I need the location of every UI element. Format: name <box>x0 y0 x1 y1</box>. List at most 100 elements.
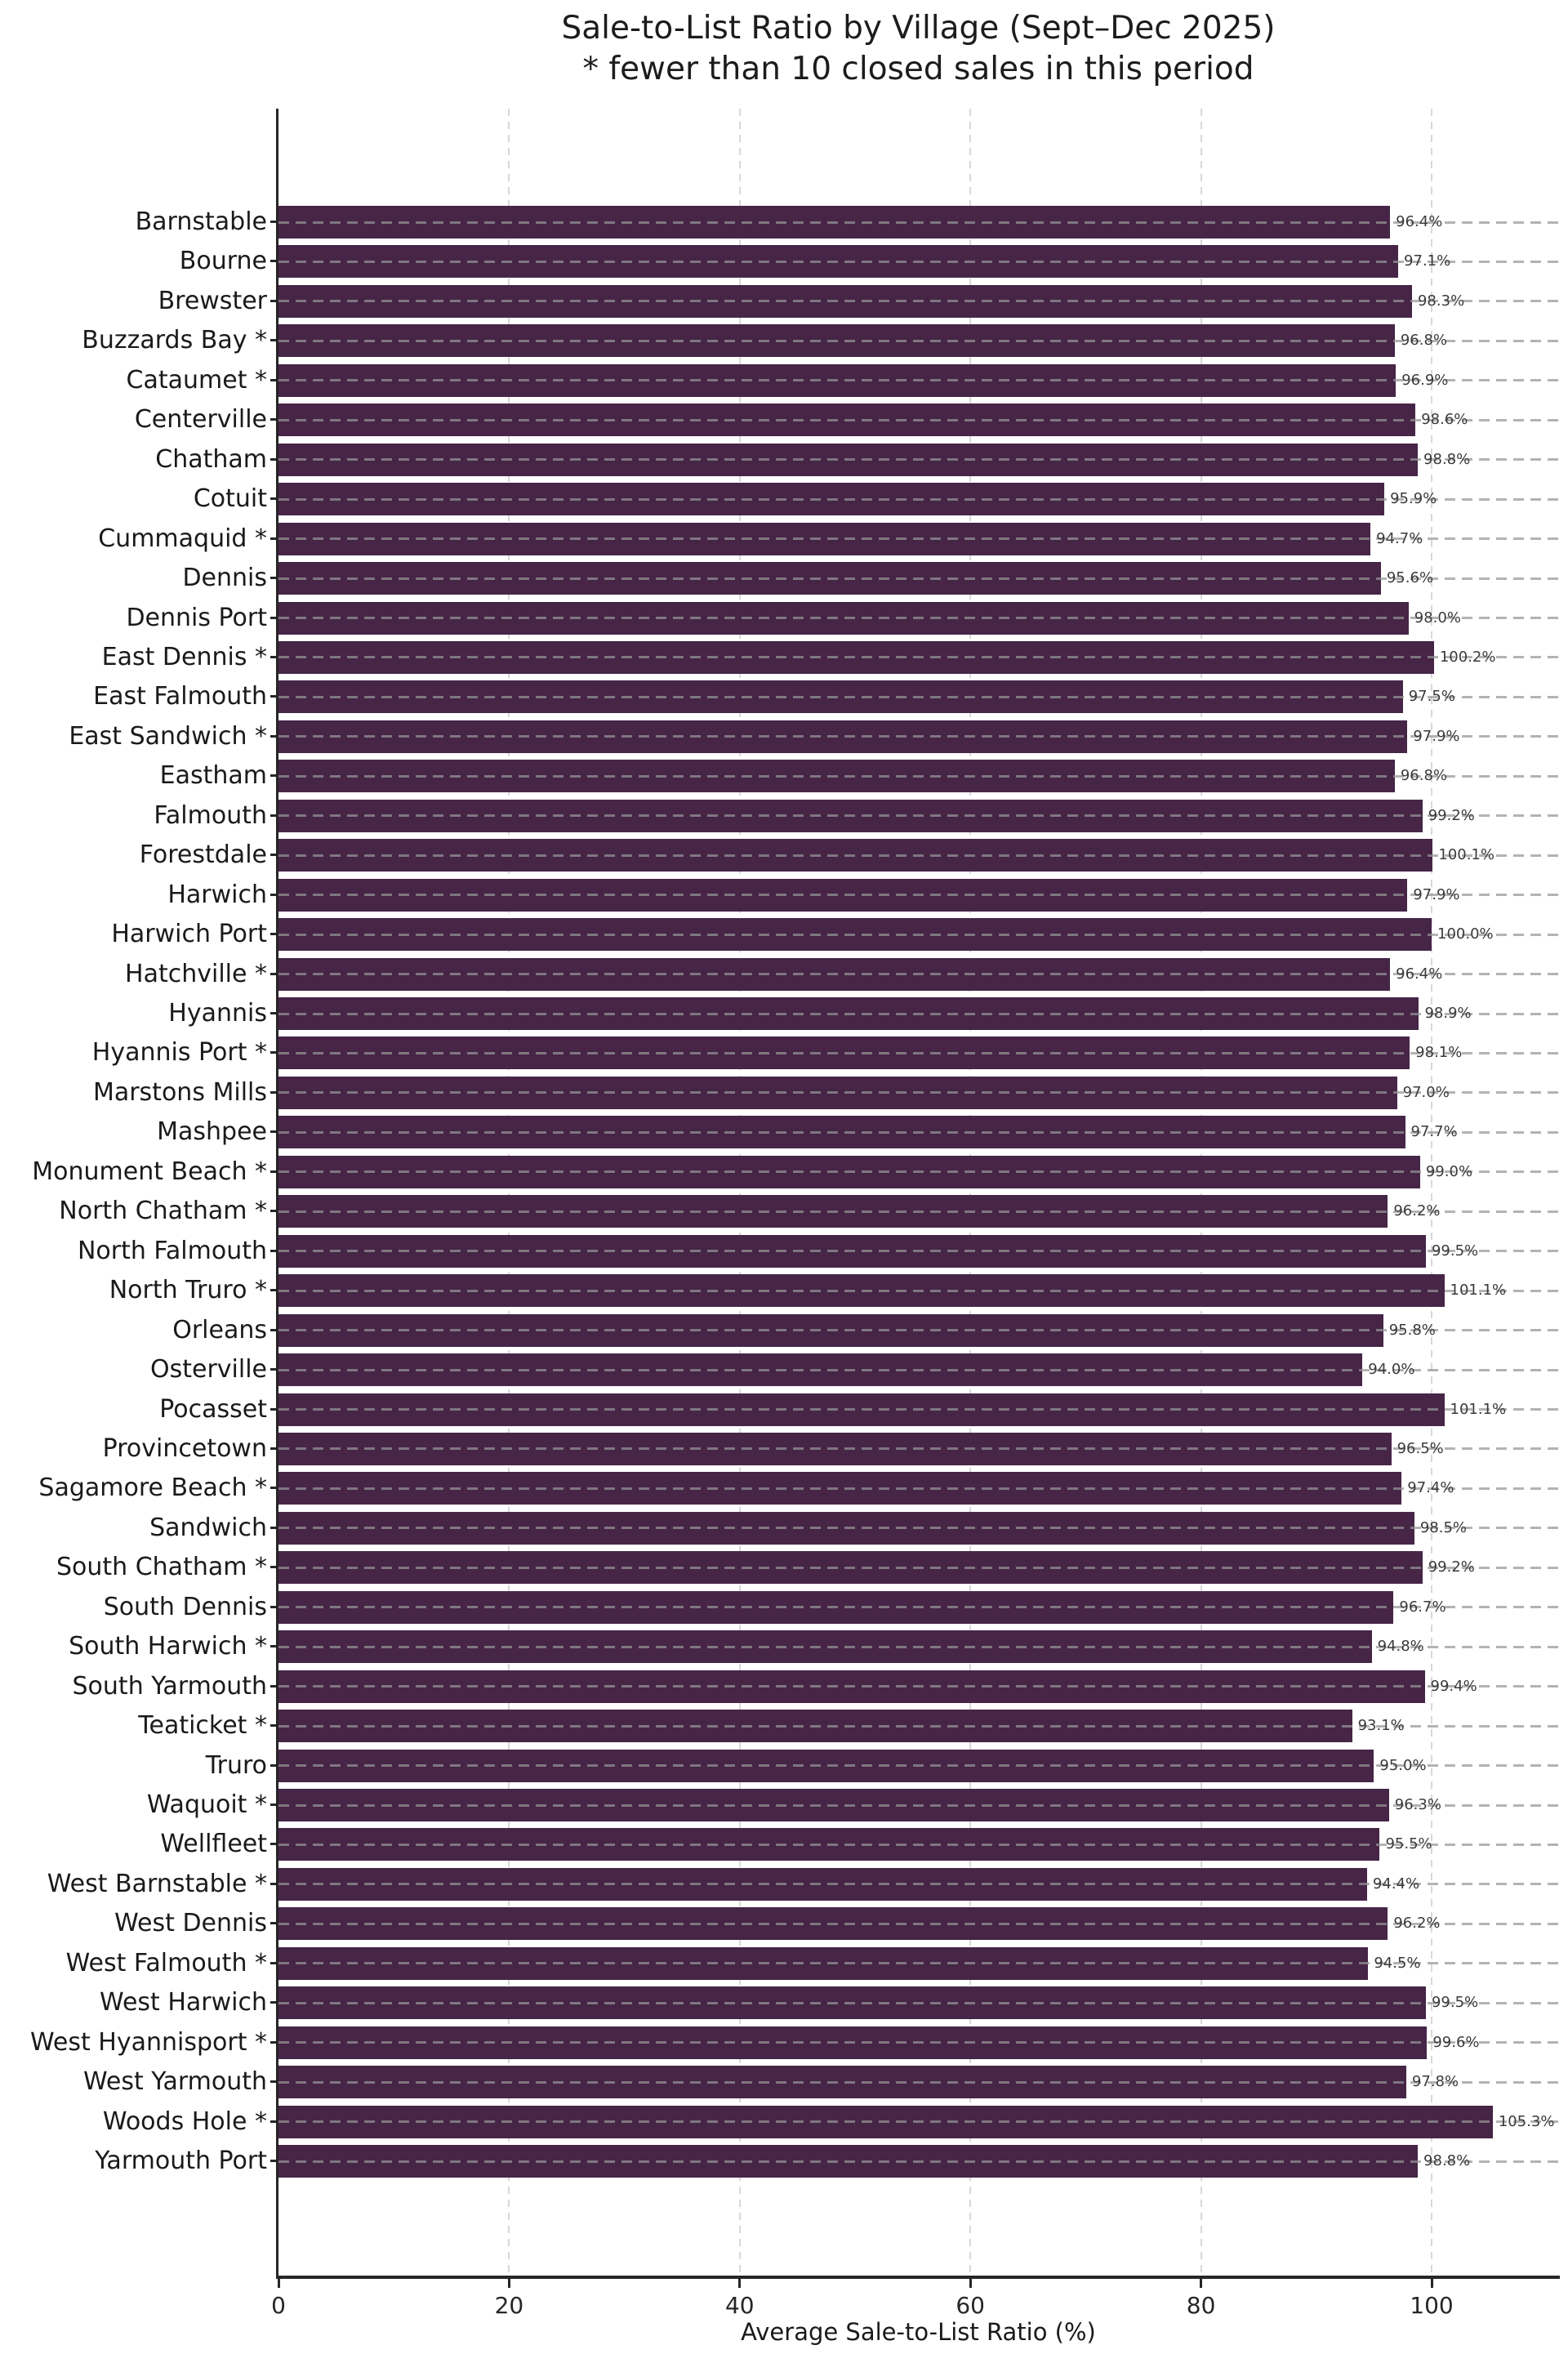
y-tick-mark <box>270 577 278 580</box>
y-tick-mark <box>270 1684 278 1688</box>
y-tick-label: Mashpee <box>157 1117 267 1147</box>
bar-value-label: 95.0% <box>1379 1756 1427 1774</box>
row-gridline <box>278 1764 1558 1768</box>
bar-value-label: 95.6% <box>1386 569 1434 587</box>
bar-value-label: 101.1% <box>1450 1400 1507 1418</box>
y-tick-mark <box>270 2040 278 2044</box>
chart-title-line2: * fewer than 10 closed sales in this per… <box>582 51 1254 87</box>
bar-value-label: 96.8% <box>1400 332 1447 350</box>
y-tick-mark <box>270 537 278 540</box>
x-tick-label: 0 <box>271 2292 286 2319</box>
row-gridline <box>278 221 1558 224</box>
row-gridline <box>278 1566 1558 1569</box>
y-tick-label: Cotuit <box>193 484 267 514</box>
y-tick-label: North Falmouth <box>77 1236 267 1265</box>
y-tick-label: Woods Hole * <box>102 2107 267 2136</box>
y-tick-label: South Harwich * <box>69 1632 267 1661</box>
y-tick-label: East Falmouth <box>93 682 267 711</box>
y-tick-label: South Dennis <box>103 1592 267 1621</box>
y-tick-mark <box>270 2120 278 2123</box>
x-axis-label: Average Sale-to-List Ratio (%) <box>741 2318 1096 2346</box>
bar-value-label: 94.7% <box>1376 529 1423 547</box>
bar-value-label: 96.2% <box>1393 1915 1441 1933</box>
y-tick-label: Buzzards Bay * <box>82 326 267 355</box>
y-tick-label: Harwich <box>167 880 267 909</box>
y-tick-label: Pocasset <box>159 1394 267 1424</box>
y-tick-mark <box>270 1368 278 1371</box>
y-tick-label: West Yarmouth <box>82 2067 267 2097</box>
row-gridline <box>278 1051 1558 1054</box>
y-tick-mark <box>270 2001 278 2004</box>
y-tick-label: West Dennis <box>114 1909 267 1938</box>
bar-value-label: 94.8% <box>1377 1638 1424 1656</box>
y-tick-label: Yarmouth Port <box>95 2147 267 2176</box>
row-gridline <box>278 2120 1558 2124</box>
vertical-gridline <box>1431 109 1432 2279</box>
bar-value-label: 100.1% <box>1438 846 1495 864</box>
bar-value-label: 98.5% <box>1419 1518 1467 1536</box>
y-tick-mark <box>270 854 278 857</box>
x-tick-label: 80 <box>1186 2292 1216 2319</box>
y-tick-mark <box>270 378 278 381</box>
row-gridline <box>278 379 1558 382</box>
bar-value-label: 99.2% <box>1428 806 1475 824</box>
bar-value-label: 94.0% <box>1368 1361 1415 1379</box>
y-tick-label: Centerville <box>134 405 267 435</box>
row-gridline <box>278 2080 1558 2084</box>
y-tick-mark <box>270 1566 278 1569</box>
y-tick-mark <box>270 616 278 619</box>
y-tick-mark <box>270 1130 278 1134</box>
x-tick-mark <box>969 2279 972 2288</box>
y-tick-mark <box>270 1170 278 1173</box>
bar-value-label: 96.3% <box>1394 1796 1441 1813</box>
chart-title-line1: Sale-to-List Ratio by Village (Sept–Dec … <box>561 10 1276 47</box>
y-tick-mark <box>270 655 278 658</box>
y-tick-label: Bourne <box>179 247 267 276</box>
x-tick-mark <box>1200 2279 1203 2288</box>
bar-value-label: 97.8% <box>1411 2073 1459 2091</box>
y-tick-mark <box>270 2160 278 2163</box>
row-gridline <box>278 1130 1558 1134</box>
y-tick-mark <box>270 1210 278 1213</box>
bar-value-label: 96.4% <box>1396 965 1443 983</box>
bar-value-label: 97.9% <box>1413 885 1460 903</box>
x-axis-spine <box>276 2276 1560 2279</box>
y-tick-label: East Dennis * <box>101 642 267 671</box>
row-gridline <box>278 1922 1558 1925</box>
row-gridline <box>278 973 1558 976</box>
y-tick-label: Hyannis Port * <box>91 1038 267 1068</box>
row-gridline <box>278 1368 1558 1371</box>
row-gridline <box>278 1170 1558 1174</box>
row-gridline <box>278 1645 1558 1648</box>
row-gridline <box>278 774 1558 778</box>
bar-value-label: 97.7% <box>1410 1123 1458 1141</box>
y-tick-label: Cummaquid * <box>98 524 267 553</box>
x-tick-mark <box>738 2279 742 2288</box>
bar-value-label: 100.2% <box>1439 648 1496 666</box>
bar-value-label: 97.1% <box>1404 252 1451 270</box>
row-gridline <box>278 1803 1558 1807</box>
bar-value-label: 98.8% <box>1423 2152 1471 2170</box>
y-tick-mark <box>270 260 278 263</box>
bar-value-label: 97.4% <box>1407 1479 1454 1497</box>
y-tick-label: Provincetown <box>102 1433 267 1463</box>
bar-value-label: 99.5% <box>1431 1242 1479 1260</box>
row-gridline <box>278 577 1558 580</box>
bar-value-label: 100.0% <box>1437 925 1494 943</box>
y-tick-mark <box>270 1090 278 1094</box>
x-tick-mark <box>277 2279 280 2288</box>
y-tick-mark <box>270 457 278 461</box>
bar-value-label: 96.7% <box>1399 1598 1446 1616</box>
y-tick-label: Truro <box>205 1750 267 1780</box>
x-tick-label: 40 <box>724 2292 755 2319</box>
y-tick-mark <box>270 1012 278 1014</box>
y-tick-label: Eastham <box>159 761 267 791</box>
y-tick-mark <box>270 1447 278 1450</box>
bar-value-label: 98.9% <box>1424 1005 1472 1022</box>
y-tick-label: Cataumet * <box>126 365 267 395</box>
bar-value-label: 99.0% <box>1425 1162 1473 1180</box>
y-tick-mark <box>270 1922 278 1925</box>
row-gridline <box>278 458 1558 461</box>
y-tick-mark <box>270 1882 278 1885</box>
